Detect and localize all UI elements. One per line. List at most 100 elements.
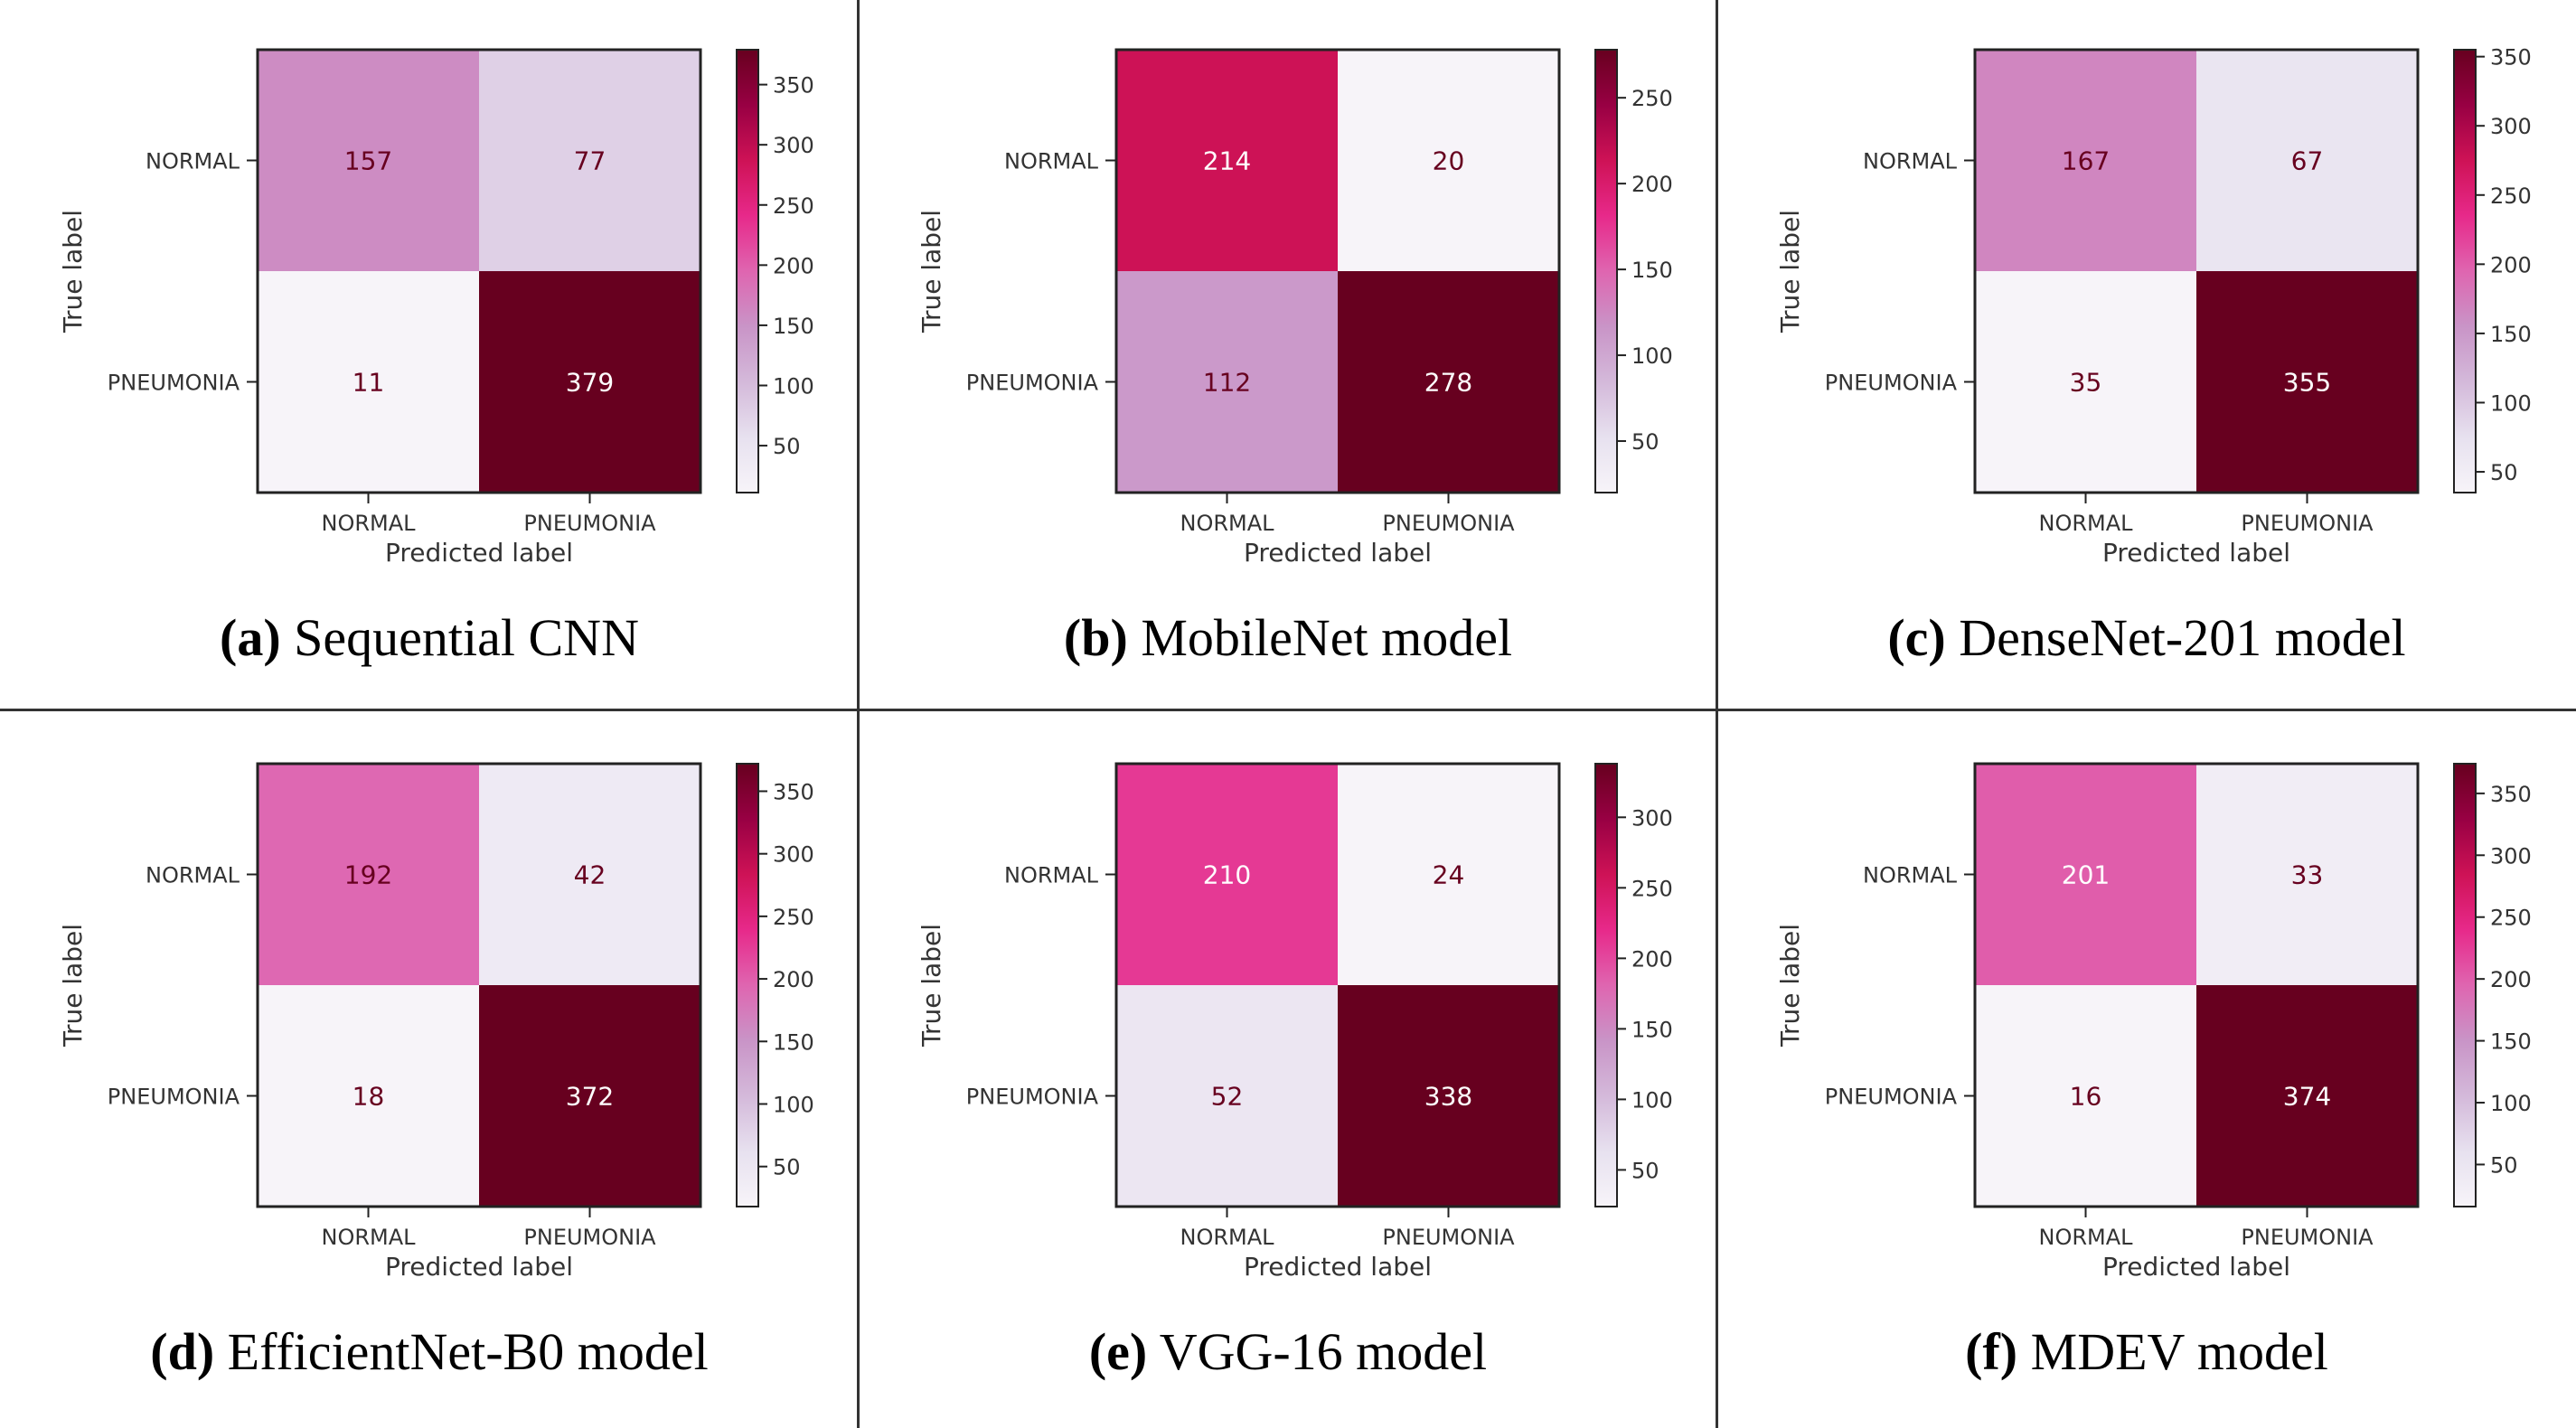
y-tick-label: NORMAL	[1004, 149, 1099, 174]
x-tick-label: PNEUMONIA	[2241, 1225, 2374, 1250]
matrix-cell	[479, 985, 700, 1207]
colorbar-tick-label: 350	[773, 779, 814, 804]
y-axis-label: True label	[1775, 924, 1805, 1048]
colorbar-tick-label: 350	[773, 73, 814, 99]
cell-value-label: 24	[1433, 860, 1465, 890]
confusion-matrix-chart: 157 77 11 379 NORMAL PNEUMONIA NORMAL PNEUMONIA…	[58, 48, 814, 568]
y-axis-label: True label	[58, 924, 88, 1048]
colorbar	[1594, 763, 1618, 1207]
x-axis-label: Predicted label	[385, 1252, 573, 1282]
colorbar-tick-label: 250	[2490, 906, 2532, 931]
cell-value-label: 20	[1433, 146, 1465, 176]
caption-label: (c)	[1887, 608, 1946, 667]
divider-vertical	[857, 0, 860, 1428]
matrix-cell	[1116, 50, 1338, 271]
matrix-cell	[1975, 271, 2196, 493]
subfigure-caption: (e) VGG-16 model	[859, 1321, 1717, 1382]
colorbar-tick-label: 200	[2490, 252, 2532, 277]
confusion-matrix-panel: 157 77 11 379 NORMAL PNEUMONIA NORMAL PNEUMONIA…	[0, 0, 859, 714]
colorbar-tick-label: 100	[773, 373, 814, 399]
subfigure-caption: (c) DenseNet-201 model	[1717, 607, 2576, 668]
caption-title: MobileNet model	[1141, 608, 1513, 667]
colorbar-tick-label: 250	[773, 193, 814, 219]
cell-value-label: 338	[1424, 1082, 1472, 1112]
caption-label: (e)	[1088, 1322, 1148, 1381]
x-tick-label: PNEUMONIA	[2241, 511, 2374, 536]
matrix-cell	[479, 50, 700, 271]
colorbar-tick-label: 150	[773, 314, 814, 339]
cell-value-label: 18	[353, 1082, 385, 1112]
x-tick-label: NORMAL	[321, 511, 416, 536]
y-axis-label: True label	[917, 924, 946, 1048]
colorbar-tick-label: 150	[2490, 1029, 2532, 1055]
matrix-cell	[1338, 271, 1559, 493]
confusion-matrix-chart: 192 42 18 372 NORMAL PNEUMONIA NORMAL PNEUMONIA…	[58, 762, 814, 1282]
y-axis-label: True label	[1775, 210, 1805, 334]
confusion-matrix-panel: 214 20 112 278 NORMAL PNEUMONIA NORMAL PNEUMONI…	[859, 0, 1717, 714]
colorbar-tick-label: 300	[773, 842, 814, 868]
colorbar-tick-label: 300	[773, 133, 814, 158]
cell-value-label: 42	[574, 860, 606, 890]
cell-value-label: 210	[1203, 860, 1251, 890]
cell-value-label: 278	[1424, 368, 1472, 398]
y-tick-label: PNEUMONIA	[108, 371, 240, 396]
matrix-cell	[1975, 50, 2196, 271]
colorbar-tick-label: 200	[1631, 172, 1673, 197]
subfigure-caption: (f) MDEV model	[1717, 1321, 2576, 1382]
confusion-matrix-chart: 167 67 35 355 NORMAL PNEUMONIA NORMAL PNEUMONIA…	[1775, 45, 2532, 568]
matrix-cell	[1338, 985, 1559, 1207]
subfigure-caption: (b) MobileNet model	[859, 607, 1717, 668]
subfigure-caption: (a) Sequential CNN	[0, 607, 859, 668]
x-tick-label: PNEUMONIA	[523, 511, 656, 536]
x-tick-label: PNEUMONIA	[523, 1225, 656, 1250]
colorbar	[1594, 49, 1618, 493]
colorbar-tick-label: 350	[2490, 782, 2532, 807]
colorbar	[736, 763, 759, 1207]
colorbar-tick-label: 350	[2490, 45, 2532, 70]
x-axis-label: Predicted label	[2102, 1252, 2290, 1282]
colorbar-tick-label: 50	[2490, 1152, 2518, 1178]
caption-title: Sequential CNN	[294, 608, 639, 667]
cell-value-label: 157	[344, 146, 392, 176]
colorbar-tick-label: 50	[773, 1155, 801, 1180]
x-axis-label: Predicted label	[385, 538, 573, 568]
matrix-cell	[258, 271, 479, 493]
plot-frame	[256, 48, 702, 494]
y-tick-label: PNEUMONIA	[966, 371, 1099, 396]
matrix-cell	[2196, 50, 2418, 271]
caption-title: VGG-16 model	[1159, 1322, 1488, 1381]
caption-label: (b)	[1063, 608, 1128, 667]
confusion-matrix-chart: 214 20 112 278 NORMAL PNEUMONIA NORMAL PNEUMONI…	[917, 48, 1673, 568]
caption-title: EfficientNet-B0 model	[227, 1322, 709, 1381]
x-tick-label: NORMAL	[1180, 511, 1274, 536]
matrix-cell	[258, 50, 479, 271]
colorbar-tick-label: 100	[2490, 390, 2532, 416]
colorbar-tick-label: 300	[2490, 843, 2532, 869]
colorbar-tick-label: 50	[773, 434, 801, 459]
colorbar	[736, 49, 759, 493]
colorbar-tick-label: 100	[773, 1092, 814, 1117]
x-tick-label: PNEUMONIA	[1382, 1225, 1515, 1250]
caption-title: MDEV model	[2030, 1322, 2328, 1381]
colorbar-tick-label: 50	[1631, 1158, 1659, 1183]
caption-label: (f)	[1965, 1322, 2018, 1381]
plot-frame	[256, 762, 702, 1208]
cell-value-label: 33	[2291, 860, 2324, 890]
confusion-matrix-panel: 167 67 35 355 NORMAL PNEUMONIA NORMAL PNEUMONIA…	[1717, 0, 2576, 714]
y-tick-label: PNEUMONIA	[1825, 371, 1958, 396]
colorbar-tick-label: 100	[1631, 343, 1673, 369]
cell-value-label: 77	[574, 146, 606, 176]
plot-frame	[1114, 762, 1561, 1208]
colorbar-tick-label: 300	[2490, 114, 2532, 139]
subfigure-caption: (d) EfficientNet-B0 model	[0, 1321, 859, 1382]
matrix-cell	[1116, 985, 1338, 1207]
plot-frame	[1114, 48, 1561, 494]
colorbar-tick-label: 200	[1631, 946, 1673, 972]
colorbar-tick-label: 150	[1631, 258, 1673, 283]
plot-frame	[1973, 48, 2420, 494]
divider-vertical	[1716, 0, 1718, 1428]
cell-value-label: 52	[1211, 1082, 1244, 1112]
matrix-cell	[2196, 985, 2418, 1207]
x-tick-label: NORMAL	[321, 1225, 416, 1250]
confusion-matrix-panel: 201 33 16 374 NORMAL PNEUMONIA NORMAL PNEUMONIA…	[1717, 714, 2576, 1428]
